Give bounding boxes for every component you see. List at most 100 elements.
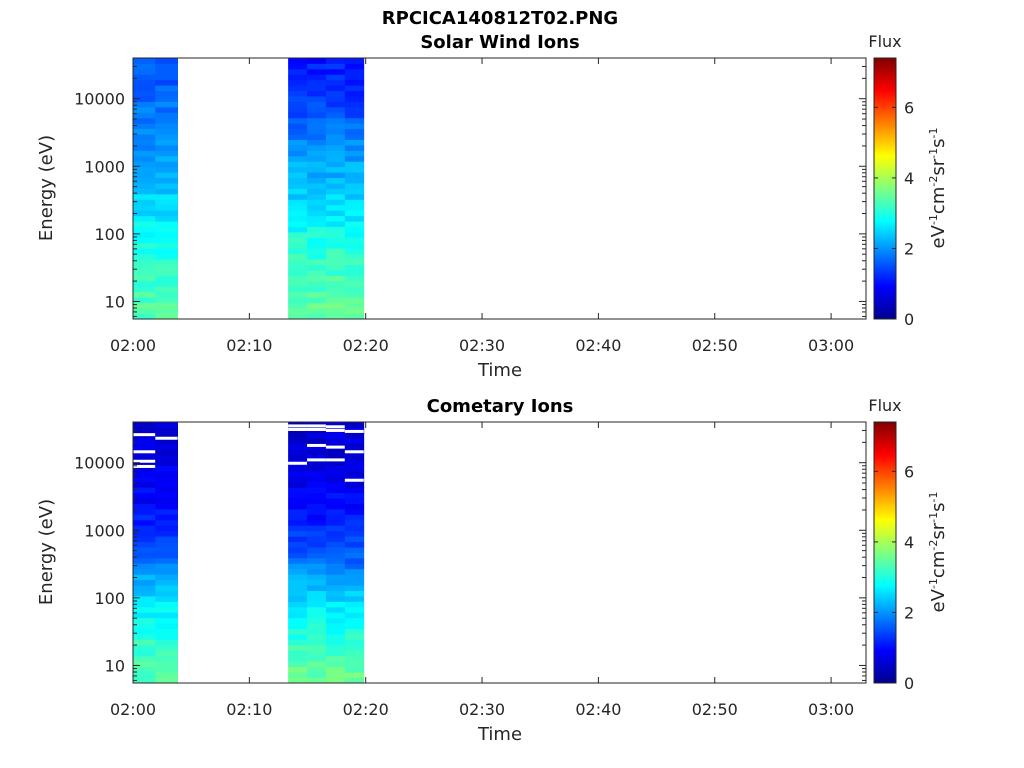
spectrogram-cell <box>133 193 156 200</box>
spectrogram-cell <box>344 139 365 146</box>
spectrogram-cell <box>133 177 156 184</box>
spectrogram-cell <box>133 145 156 151</box>
spectrogram-cell <box>288 552 308 559</box>
spectrogram-cell <box>155 106 178 113</box>
spectrogram-cell <box>133 259 156 266</box>
spectrogram-cell <box>307 286 327 293</box>
spectrogram-cell <box>288 628 308 635</box>
colorbar-tick-label: 2 <box>904 239 914 258</box>
spectrogram-cell <box>344 634 365 640</box>
spectrogram-cell <box>288 563 308 570</box>
spectrogram-cell <box>307 525 327 532</box>
spectrogram-cell <box>307 123 327 130</box>
spectrogram-cell <box>133 204 156 211</box>
spectrogram-cell <box>288 145 308 151</box>
spectrogram-cell <box>288 237 308 244</box>
spectrogram-cell <box>344 623 365 630</box>
spectrogram-cell <box>325 297 346 304</box>
spectrogram-cell <box>155 563 178 570</box>
colorbar-tick-label: 6 <box>904 462 914 481</box>
spectrogram-cell <box>155 612 178 619</box>
spectrogram-cell <box>344 650 365 657</box>
spectrogram-cell <box>344 547 365 553</box>
spectrogram-cell <box>288 617 308 624</box>
spectrogram-cell <box>155 503 178 510</box>
spectrogram-cell <box>307 58 327 64</box>
no-data-gap <box>325 458 345 462</box>
plot-area <box>133 422 866 683</box>
spectrogram-cell <box>288 470 308 477</box>
plot-frame <box>132 421 867 684</box>
spectrogram-cell <box>325 432 346 439</box>
spectrogram-cell <box>344 677 365 684</box>
spectrogram-cell <box>325 590 346 597</box>
spectrogram-cell <box>307 596 327 602</box>
spectrogram-cell <box>155 275 178 282</box>
spectrogram-cell <box>288 188 308 195</box>
spectrogram-cell <box>288 514 308 521</box>
spectrogram-cell <box>288 275 308 282</box>
spectrogram-cell <box>344 253 365 260</box>
spectrogram-cell <box>307 568 327 575</box>
spectrogram-cell <box>133 134 156 140</box>
colorbar-tick-label: 0 <box>904 310 914 329</box>
spectrogram-cell <box>133 628 156 635</box>
spectrogram-cell <box>155 117 178 124</box>
spectrogram-cell <box>307 90 327 97</box>
spectrogram-cell <box>288 96 308 102</box>
spectrogram-cell <box>307 547 327 553</box>
spectrogram-cell <box>325 215 346 222</box>
spectrogram-cell <box>133 639 156 646</box>
spectrogram-cell <box>288 79 308 86</box>
spectrogram-cell <box>288 117 308 124</box>
spectrogram-cell <box>288 210 308 217</box>
spectrogram-cell <box>307 128 327 135</box>
spectrogram-cell <box>325 259 346 266</box>
spectrogram-cell <box>344 280 365 287</box>
spectrogram-cell <box>307 655 327 662</box>
spectrogram-cell <box>307 432 327 439</box>
x-tick-label: 02:50 <box>692 700 738 719</box>
spectrogram-cell <box>133 106 156 113</box>
spectrogram-cell <box>344 563 365 570</box>
spectrogram-cell <box>155 101 178 108</box>
spectrogram-cell <box>307 449 327 456</box>
spectrogram-cell <box>155 270 178 276</box>
spectrogram-cell <box>288 650 308 657</box>
spectrogram-cell <box>133 677 156 684</box>
spectrogram-cell <box>288 291 308 298</box>
spectrogram-cell <box>344 117 365 124</box>
y-tick-label: 10 <box>105 656 125 675</box>
spectrogram-cell <box>307 498 327 504</box>
spectrogram-cell <box>307 183 327 189</box>
spectrogram-cell <box>325 628 346 635</box>
spectrogram-cell <box>133 242 156 249</box>
spectrogram-cell <box>155 242 178 249</box>
spectrogram-cell <box>325 547 346 553</box>
plot-frame <box>132 57 867 320</box>
spectrogram-cell <box>133 199 156 206</box>
spectrogram-cell <box>325 232 346 238</box>
x-tick-label: 02:20 <box>343 700 389 719</box>
spectrogram-cell <box>155 280 178 287</box>
spectrogram-cell <box>307 280 327 287</box>
colorbar-scale <box>873 421 897 684</box>
spectrogram-cell <box>344 248 365 255</box>
spectrogram-cell <box>133 139 156 146</box>
spectrogram-cell <box>344 188 365 195</box>
spectrogram-cell <box>133 536 156 543</box>
spectrogram-cell <box>325 536 346 543</box>
spectrogram-cell <box>307 297 327 304</box>
spectrogram-cell <box>288 530 308 537</box>
spectrogram-cell <box>133 232 156 238</box>
colorbar-title: Flux <box>868 396 901 415</box>
spectrogram-cell <box>155 639 178 646</box>
no-data-gap <box>325 428 345 432</box>
x-tick-label: 02:40 <box>575 700 621 719</box>
spectrogram-cell <box>155 128 178 135</box>
spectrogram-cell <box>307 139 327 146</box>
spectrogram-cell <box>133 85 156 92</box>
spectrogram-cell <box>133 438 156 445</box>
spectrogram-cell <box>344 509 365 515</box>
spectrogram-cell <box>307 177 327 184</box>
